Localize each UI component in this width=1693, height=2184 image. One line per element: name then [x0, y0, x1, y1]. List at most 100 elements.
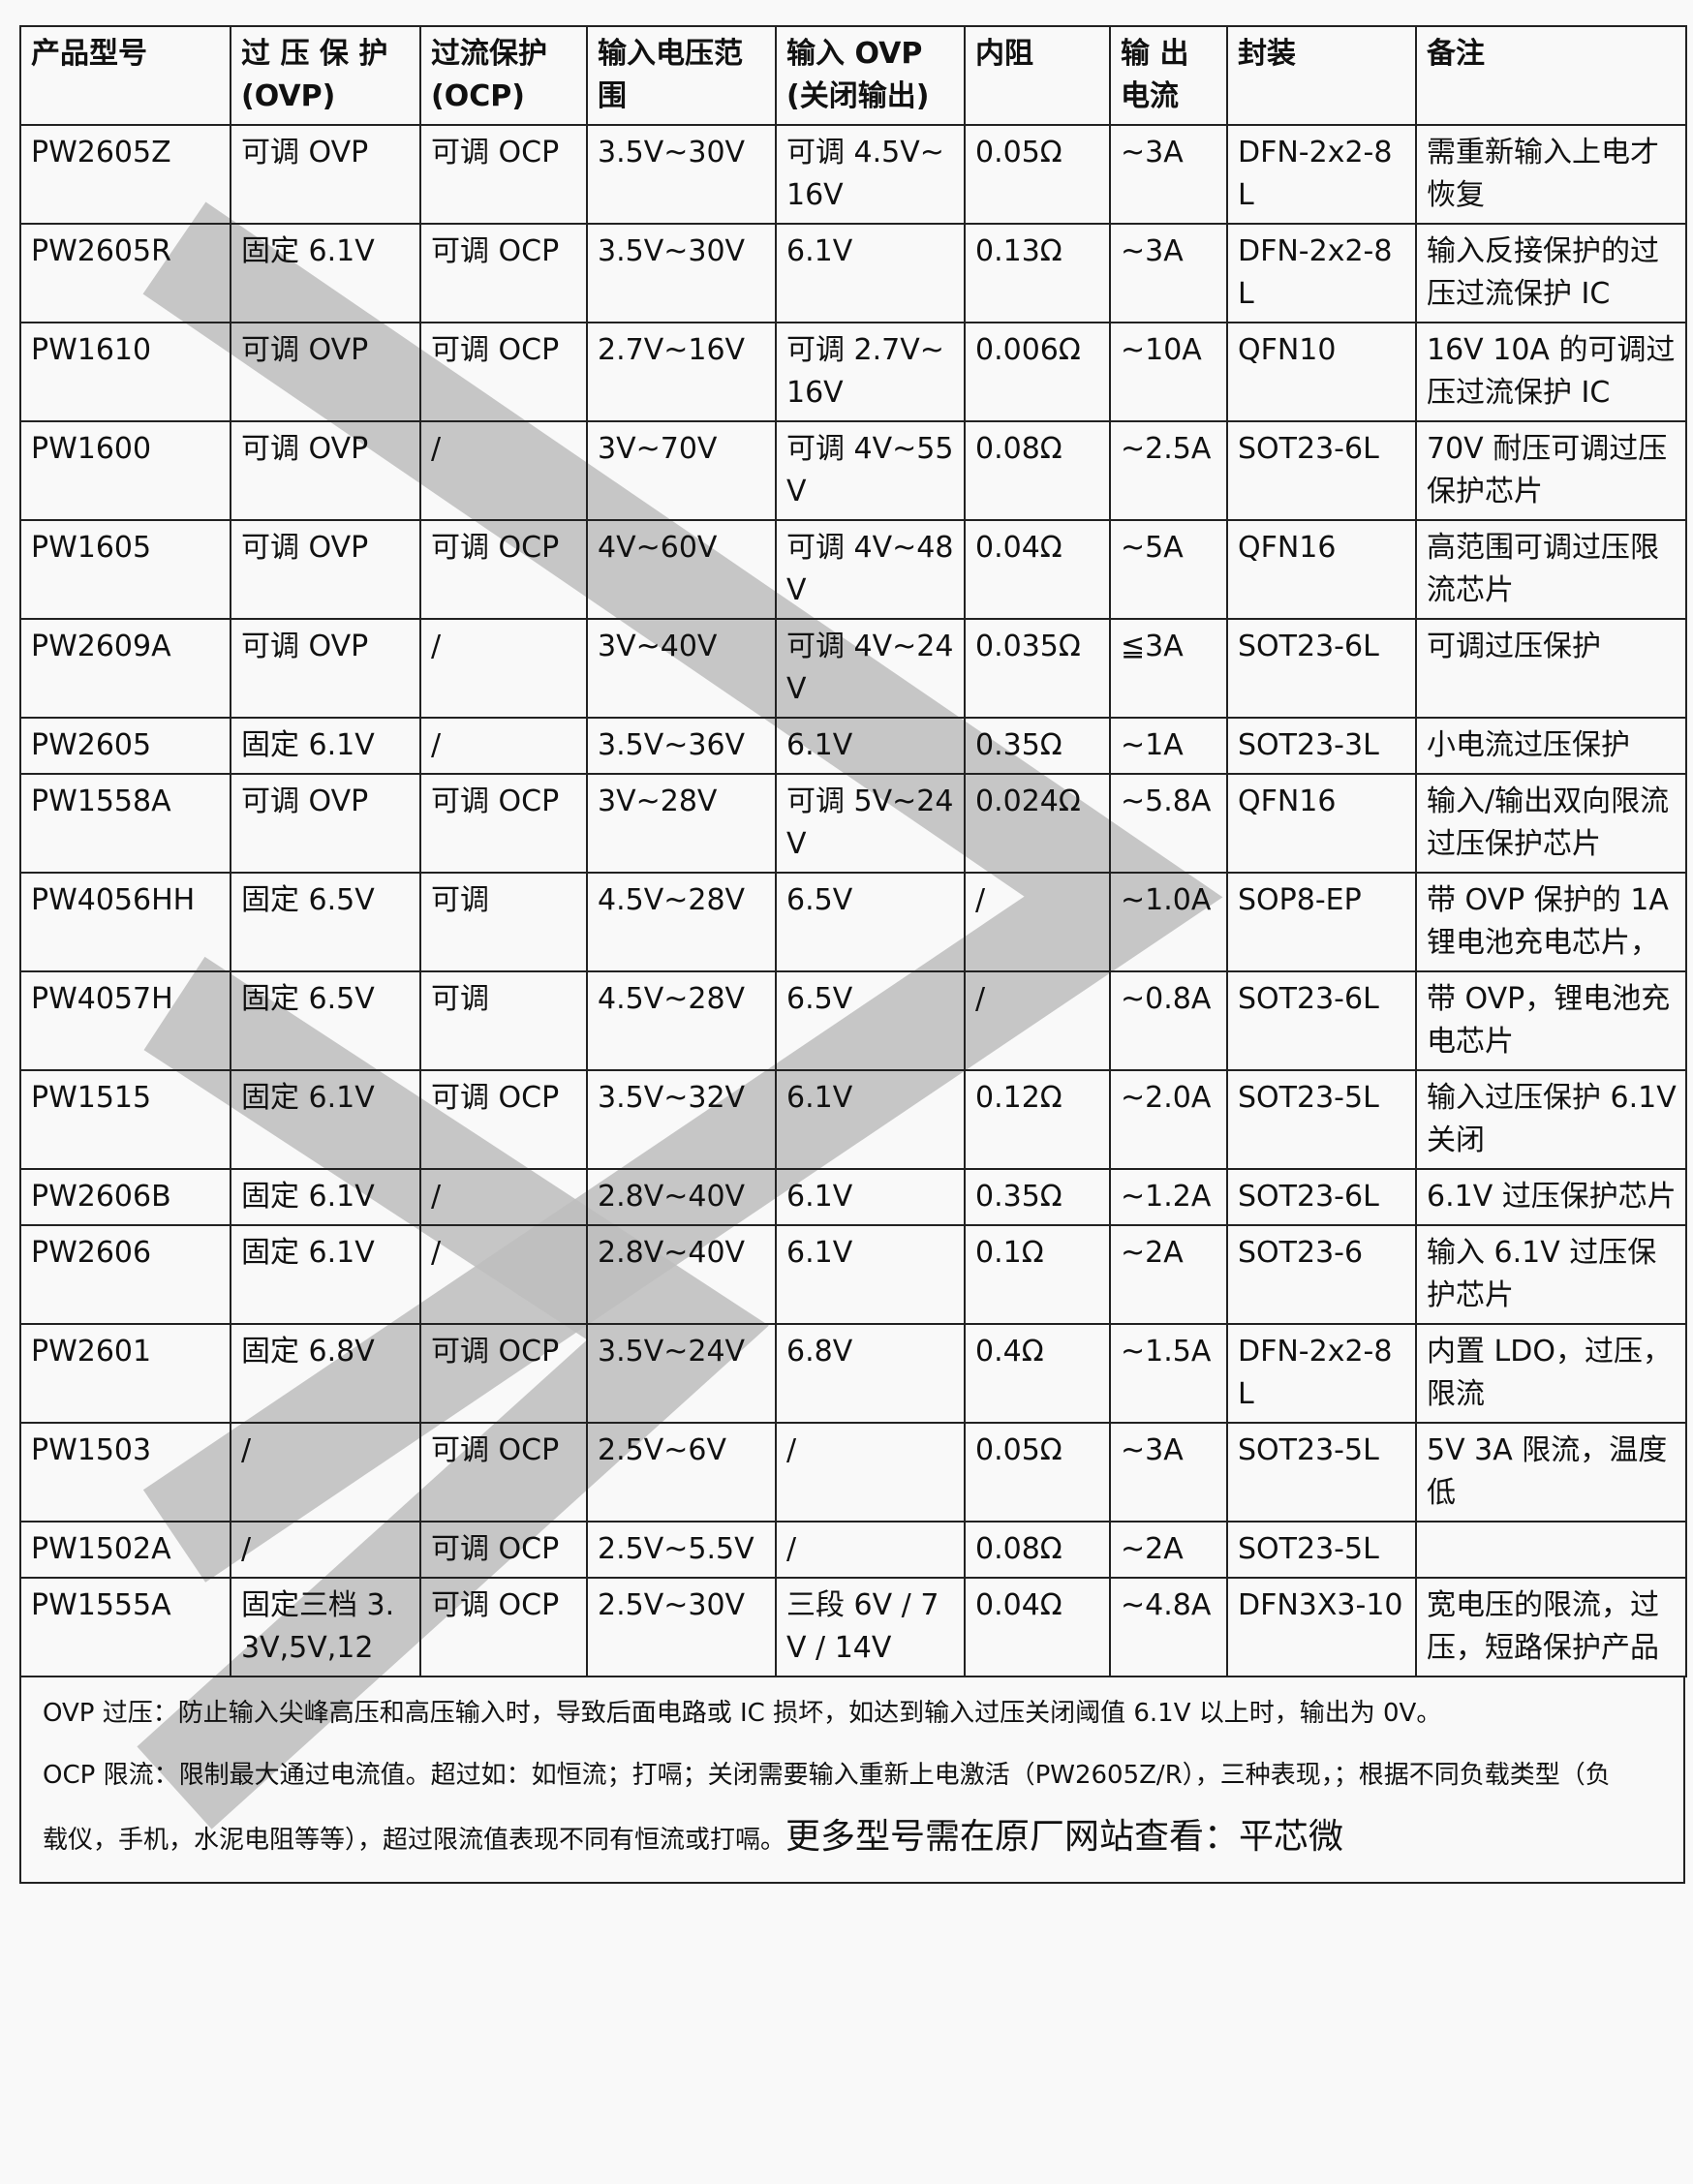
table-cell: 0.12Ω: [964, 1069, 1111, 1170]
table-cell: ~3A: [1109, 1422, 1228, 1523]
table-cell: 固定 6.5V: [230, 970, 421, 1071]
table-cell: PW1555A: [19, 1577, 231, 1677]
table-cell: 可调 OVP: [230, 420, 421, 521]
table-cell: ~4.8A: [1109, 1577, 1228, 1677]
table-cell: 3V~28V: [586, 773, 777, 874]
table-cell: DFN-2x2-8L: [1226, 124, 1417, 225]
table-cell: PW4056HH: [19, 872, 231, 972]
table-cell: 2.5V~5.5V: [586, 1521, 777, 1579]
table-cell: 6.1V: [775, 717, 966, 775]
table-cell: /: [230, 1521, 421, 1579]
table-row: PW2606B 固定 6.1V/2.8V~40V 6.1V 0.35Ω ~1.2A SOT…: [19, 1168, 1687, 1226]
table-cell: 可调 OCP: [419, 223, 588, 323]
table-cell: PW2609A: [19, 618, 231, 719]
table-cell: 16V 10A 的可调过压过流保护 IC: [1415, 322, 1687, 422]
column-header: 过流保护 (OCP): [419, 25, 588, 126]
table-cell: PW4057H: [19, 970, 231, 1071]
table-cell: 带 OVP，锂电池充电芯片: [1415, 970, 1687, 1071]
table-cell: /: [230, 1422, 421, 1523]
table-cell: 固定 6.5V: [230, 872, 421, 972]
table-cell: ~1.0A: [1109, 872, 1228, 972]
table-cell: 可调 OCP: [419, 773, 588, 874]
table-cell: 可调 4V~48V: [775, 519, 966, 620]
table-cell: 4.5V~28V: [586, 872, 777, 972]
table-cell: 可调 OVP: [230, 519, 421, 620]
table-cell: QFN10: [1226, 322, 1417, 422]
table-cell: 3.5V~24V: [586, 1323, 777, 1424]
table-cell: 3.5V~32V: [586, 1069, 777, 1170]
table-cell: 可调 4V~24V: [775, 618, 966, 719]
table-row: PW1610 可调 OVP 可调 OCP 2.7V~16V 可调 2.7V~16V 0.0…: [19, 322, 1687, 422]
ocp-note-line1: OCP 限流：限制最大通过电流值。超过如：如恒流；打嗝；关闭需要输入重新上电激活…: [43, 1761, 1611, 1790]
table-cell: PW2601: [19, 1323, 231, 1424]
table-cell: 0.04Ω: [964, 1577, 1111, 1677]
table-cell: ~2.5A: [1109, 420, 1228, 521]
table-row: PW1555A 固定三档 3.3V,5V,12 可调 OCP 2.5V~30V 三段 6…: [19, 1577, 1687, 1677]
document: 产品型号过 压 保 护 (OVP) 过流保护 (OCP) 输入电压范围 输入 OVP …: [19, 25, 1687, 1884]
table-cell: 可调过压保护: [1415, 618, 1687, 719]
table-cell: 6.1V: [775, 1224, 966, 1325]
table-cell: ~1.5A: [1109, 1323, 1228, 1424]
table-cell: ≦3A: [1109, 618, 1228, 719]
table-cell: ~2A: [1109, 1521, 1228, 1579]
table-cell: 可调 4V~55V: [775, 420, 966, 521]
table-cell: SOT23-5L: [1226, 1069, 1417, 1170]
table-cell: 可调 OCP: [419, 1521, 588, 1579]
table-cell: /: [775, 1422, 966, 1523]
table-cell: ~1.2A: [1109, 1168, 1228, 1226]
table-cell: ~1A: [1109, 717, 1228, 775]
table-cell: 可调 OCP: [419, 1422, 588, 1523]
table-cell: 固定三档 3.3V,5V,12: [230, 1577, 421, 1677]
table-cell: 输入反接保护的过压过流保护 IC: [1415, 223, 1687, 323]
table-cell: PW2606: [19, 1224, 231, 1325]
table-cell: 可调 OVP: [230, 322, 421, 422]
table-cell: 固定 6.1V: [230, 1168, 421, 1226]
table-cell: 带 OVP 保护的 1A 锂电池充电芯片，: [1415, 872, 1687, 972]
table-cell: 可调 2.7V~16V: [775, 322, 966, 422]
table-cell: [1415, 1521, 1687, 1579]
table-cell: 0.1Ω: [964, 1224, 1111, 1325]
table-cell: SOT23-6L: [1226, 970, 1417, 1071]
table-cell: ~2.0A: [1109, 1069, 1228, 1170]
column-header: 过 压 保 护 (OVP): [230, 25, 421, 126]
table-row: PW1502A / 可调 OCP 2.5V~5.5V/0.08Ω ~2A SOT23-5L: [19, 1521, 1687, 1579]
table-row: PW1605 可调 OVP 可调 OCP 4V~60V 可调 4V~48V 0.04Ω ~5…: [19, 519, 1687, 620]
table-cell: PW1503: [19, 1422, 231, 1523]
table-cell: 输入过压保护 6.1V 关闭: [1415, 1069, 1687, 1170]
table-cell: 可调 OCP: [419, 519, 588, 620]
table-row: PW2606 固定 6.1V/2.8V~40V 6.1V 0.1Ω ~2A SOT23-6…: [19, 1224, 1687, 1325]
table-cell: ~10A: [1109, 322, 1228, 422]
table-cell: 可调 OCP: [419, 322, 588, 422]
table-cell: PW1502A: [19, 1521, 231, 1579]
table-cell: ~5.8A: [1109, 773, 1228, 874]
column-header: 输 出 电流: [1109, 25, 1228, 126]
table-cell: 3.5V~30V: [586, 124, 777, 225]
table-cell: 高范围可调过压限流芯片: [1415, 519, 1687, 620]
table-cell: 输入 6.1V 过压保护芯片: [1415, 1224, 1687, 1325]
table-cell: 0.04Ω: [964, 519, 1111, 620]
table-cell: 6.5V: [775, 970, 966, 1071]
table-cell: QFN16: [1226, 773, 1417, 874]
table-cell: ~3A: [1109, 223, 1228, 323]
column-header: 产品型号: [19, 25, 231, 126]
table-cell: /: [964, 872, 1111, 972]
table-row: PW1600 可调 OVP/3V~70V 可调 4V~55V 0.08Ω ~2.5A SO…: [19, 420, 1687, 521]
table-cell: SOT23-6L: [1226, 420, 1417, 521]
table-row: PW2609A 可调 OVP/3V~40V 可调 4V~24V 0.035Ω ≦3A SO…: [19, 618, 1687, 719]
table-cell: PW2605Z: [19, 124, 231, 225]
table-cell: /: [419, 1168, 588, 1226]
table-cell: 可调: [419, 872, 588, 972]
table-cell: 可调 OCP: [419, 124, 588, 225]
table-row: PW1503/可调 OCP 2.5V~6V/0.05Ω ~3A SOT23-5L 5V …: [19, 1422, 1687, 1523]
table-row: PW2605Z 可调 OVP 可调 OCP 3.5V~30V 可调 4.5V~16V 0.…: [19, 124, 1687, 225]
table-cell: 0.08Ω: [964, 1521, 1111, 1579]
notes-section: OVP 过压：防止输入尖峰高压和高压输入时，导致后面电路或 IC 损坏，如达到输…: [19, 1677, 1685, 1884]
table-cell: 3.5V~36V: [586, 717, 777, 775]
table-cell: 0.05Ω: [964, 1422, 1111, 1523]
table-cell: PW2606B: [19, 1168, 231, 1226]
table-cell: 可调 OCP: [419, 1577, 588, 1677]
table-header-row: 产品型号过 压 保 护 (OVP) 过流保护 (OCP) 输入电压范围 输入 OVP …: [19, 25, 1687, 126]
table-cell: 6.5V: [775, 872, 966, 972]
table-cell: ~3A: [1109, 124, 1228, 225]
table-cell: 0.05Ω: [964, 124, 1111, 225]
